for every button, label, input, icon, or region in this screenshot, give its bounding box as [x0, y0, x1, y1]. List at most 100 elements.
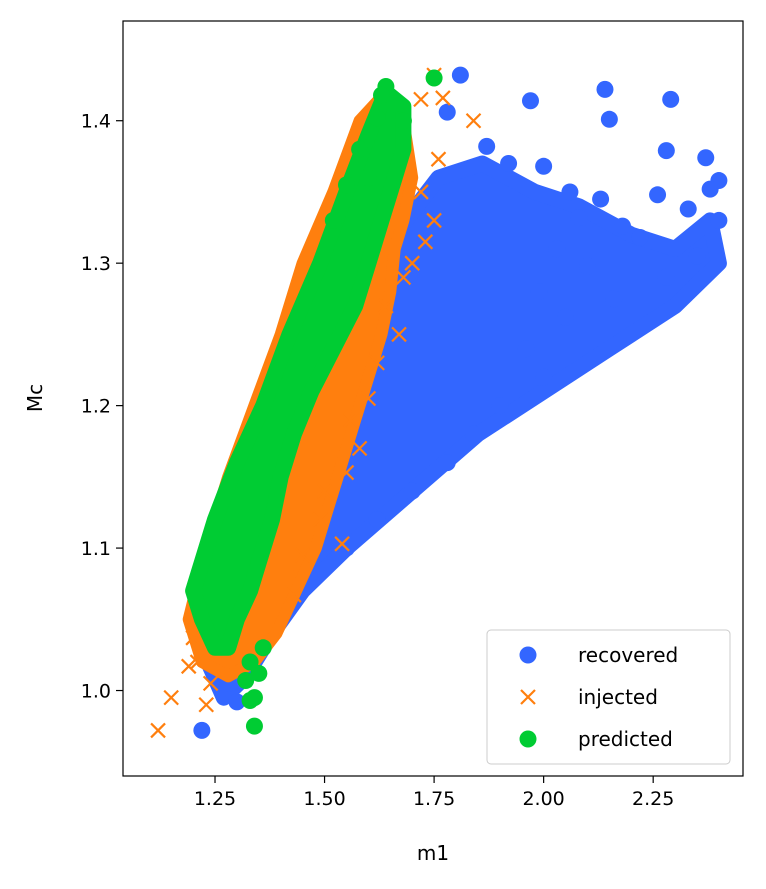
- recovered-point: [557, 308, 575, 326]
- injected-point: [150, 722, 166, 739]
- plot-area: [150, 66, 728, 739]
- recovered-point: [465, 425, 483, 443]
- injected-point: [430, 151, 447, 167]
- recovered-point: [710, 211, 728, 229]
- recovered-point: [438, 454, 456, 472]
- injected-point: [404, 255, 420, 271]
- predicted-point: [324, 211, 342, 229]
- injected-point: [286, 587, 302, 603]
- recovered-point: [688, 247, 706, 265]
- injected-point: [180, 658, 197, 675]
- legend-label-injected: injected: [578, 685, 658, 709]
- recovered-point: [228, 693, 246, 711]
- y-tick-label: 1.3: [81, 253, 111, 275]
- injected-point: [163, 689, 179, 706]
- recovered-point: [662, 90, 680, 108]
- predicted-point: [425, 69, 443, 87]
- recovered-point: [701, 180, 719, 198]
- injected-point: [435, 90, 451, 106]
- predicted-point: [241, 692, 259, 709]
- recovered-point: [614, 217, 632, 235]
- series-predicted: [185, 69, 443, 735]
- recovered-point: [193, 721, 211, 739]
- y-tick-label: 1.2: [81, 396, 111, 418]
- injected-point: [417, 234, 434, 250]
- injected-point: [351, 440, 368, 457]
- y-axis-label: Mc: [23, 384, 47, 412]
- y-axis: 1.0 1.1 1.2 1.3 1.4: [81, 111, 123, 703]
- predicted-point: [373, 86, 391, 104]
- injected-point: [413, 184, 429, 200]
- injected-point: [378, 298, 394, 314]
- predicted-point: [245, 717, 263, 735]
- recovered-point: [307, 568, 325, 586]
- legend: recovered injected predicted: [486, 629, 731, 765]
- recovered-point: [570, 209, 588, 227]
- predicted-point-cloud: [185, 84, 412, 656]
- legend-marker-predicted: [519, 730, 537, 748]
- injected-point: [360, 390, 377, 407]
- x-tick-label: 1.50: [303, 788, 345, 810]
- x-axis: 1.25 1.50 1.75 2.00 2.25: [194, 776, 674, 810]
- recovered-point: [600, 110, 618, 128]
- recovered-point: [500, 154, 518, 172]
- injected-point: [343, 412, 359, 428]
- injected-point: [395, 269, 412, 286]
- legend-label-predicted: predicted: [578, 727, 673, 751]
- x-tick-label: 2.25: [632, 788, 674, 810]
- y-tick-label: 1.4: [81, 111, 111, 133]
- recovered-point: [368, 511, 386, 529]
- injected-point: [413, 91, 429, 108]
- recovered-point: [697, 149, 715, 167]
- predicted-point: [237, 672, 255, 690]
- recovered-point: [517, 340, 535, 358]
- recovered-point: [535, 157, 553, 175]
- recovered-point: [438, 103, 456, 121]
- recovered-point: [592, 190, 610, 208]
- predicted-point: [250, 664, 268, 682]
- recovered-point: [451, 66, 469, 84]
- injected-point: [189, 654, 206, 670]
- recovered-point: [491, 397, 509, 415]
- recovered-point: [605, 290, 623, 308]
- recovered-point: [548, 240, 566, 258]
- y-tick-label: 1.1: [81, 538, 111, 560]
- recovered-point: [403, 482, 421, 500]
- y-tick-label: 1.0: [81, 681, 111, 703]
- legend-marker-injected: [520, 689, 536, 705]
- plot-frame: [122, 20, 744, 777]
- predicted-point: [394, 112, 412, 130]
- recovered-point: [521, 92, 539, 110]
- injected-point: [294, 547, 311, 563]
- recovered-point: [649, 186, 667, 204]
- recovered-point: [478, 137, 496, 155]
- recovered-point: [657, 268, 675, 286]
- injected-point: [465, 112, 482, 129]
- recovered-point: [657, 142, 675, 160]
- recovered-point: [596, 80, 614, 98]
- x-tick-label: 2.00: [522, 788, 564, 810]
- legend-marker-recovered: [519, 646, 537, 664]
- injected-point: [426, 212, 442, 229]
- injected-point: [290, 568, 307, 585]
- x-axis-label: m1: [417, 841, 449, 865]
- predicted-point: [337, 176, 355, 194]
- x-tick-label: 1.75: [413, 788, 455, 810]
- legend-box: [486, 629, 731, 765]
- x-tick-label: 1.25: [194, 788, 236, 810]
- injected-point: [316, 483, 333, 499]
- legend-label-recovered: recovered: [578, 643, 678, 667]
- injected-point: [185, 630, 201, 646]
- predicted-point: [359, 169, 377, 187]
- injected-point: [312, 511, 328, 528]
- recovered-point: [561, 183, 579, 201]
- predicted-point: [386, 95, 404, 113]
- injected-point: [369, 355, 385, 371]
- predicted-point: [351, 140, 369, 158]
- injected-point: [391, 326, 407, 343]
- predicted-point: [368, 109, 386, 127]
- recovered-point: [578, 257, 596, 275]
- recovered-point: [679, 200, 697, 218]
- injected-point: [202, 675, 219, 692]
